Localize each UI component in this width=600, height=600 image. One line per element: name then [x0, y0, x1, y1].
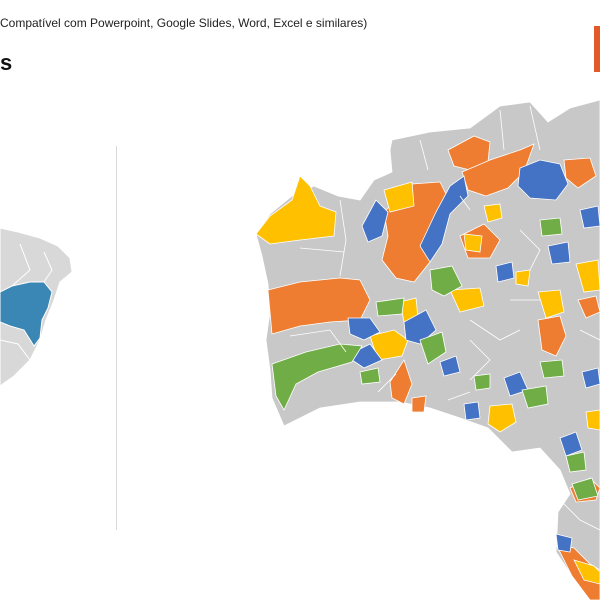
region-yellow[interactable] [463, 233, 483, 253]
region-yellow[interactable] [383, 181, 415, 213]
region-yellow[interactable] [537, 289, 565, 319]
bahia-highlight[interactable] [0, 281, 53, 347]
region-blue[interactable] [347, 317, 381, 341]
accent-bar [594, 26, 600, 72]
region-yellow[interactable] [483, 203, 503, 223]
region-green[interactable] [521, 385, 549, 409]
region-orange[interactable] [389, 359, 413, 405]
region-blue[interactable] [517, 159, 569, 201]
page-title: s [0, 50, 13, 75]
region-blue[interactable] [547, 241, 571, 265]
region-yellow[interactable] [585, 409, 600, 431]
region-green[interactable] [473, 373, 491, 391]
region-yellow[interactable] [487, 403, 517, 433]
region-green[interactable] [271, 343, 363, 411]
region-yellow[interactable] [573, 559, 600, 585]
region-green[interactable] [565, 451, 587, 473]
region-blue[interactable] [495, 261, 515, 283]
region-green[interactable] [571, 477, 599, 501]
region-green[interactable] [375, 297, 405, 317]
bahia-municipal-map [255, 99, 600, 600]
region-blue[interactable] [555, 533, 573, 553]
region-green[interactable] [359, 367, 381, 385]
region-orange[interactable] [563, 157, 597, 189]
region-blue[interactable] [581, 367, 600, 389]
brazil-overview-map [0, 227, 73, 387]
region-blue[interactable] [439, 355, 461, 377]
region-green[interactable] [539, 217, 563, 237]
brazil-internal-border [0, 339, 31, 361]
region-blue[interactable] [579, 205, 600, 229]
region-yellow[interactable] [515, 269, 531, 287]
region-yellow[interactable] [575, 259, 600, 293]
region-orange[interactable] [267, 277, 371, 335]
region-orange[interactable] [537, 315, 567, 357]
region-green[interactable] [419, 331, 447, 365]
region-blue[interactable] [559, 431, 583, 457]
region-orange[interactable] [555, 543, 600, 600]
region-orange[interactable] [411, 395, 427, 413]
region-orange[interactable] [577, 295, 600, 319]
region-blue[interactable] [361, 199, 389, 243]
panel-divider [116, 146, 117, 530]
brazil-internal-border [11, 243, 31, 287]
region-yellow[interactable] [449, 287, 485, 313]
page-subtitle: Compatível com Powerpoint, Google Slides… [0, 16, 368, 30]
brazil-internal-border [43, 251, 53, 283]
region-yellow[interactable] [255, 175, 337, 245]
region-green[interactable] [429, 265, 463, 297]
region-green[interactable] [539, 359, 565, 379]
municipal-borders [289, 105, 600, 531]
region-blue[interactable] [463, 401, 481, 421]
region-blue[interactable] [345, 343, 383, 369]
region-blue[interactable] [419, 175, 469, 263]
